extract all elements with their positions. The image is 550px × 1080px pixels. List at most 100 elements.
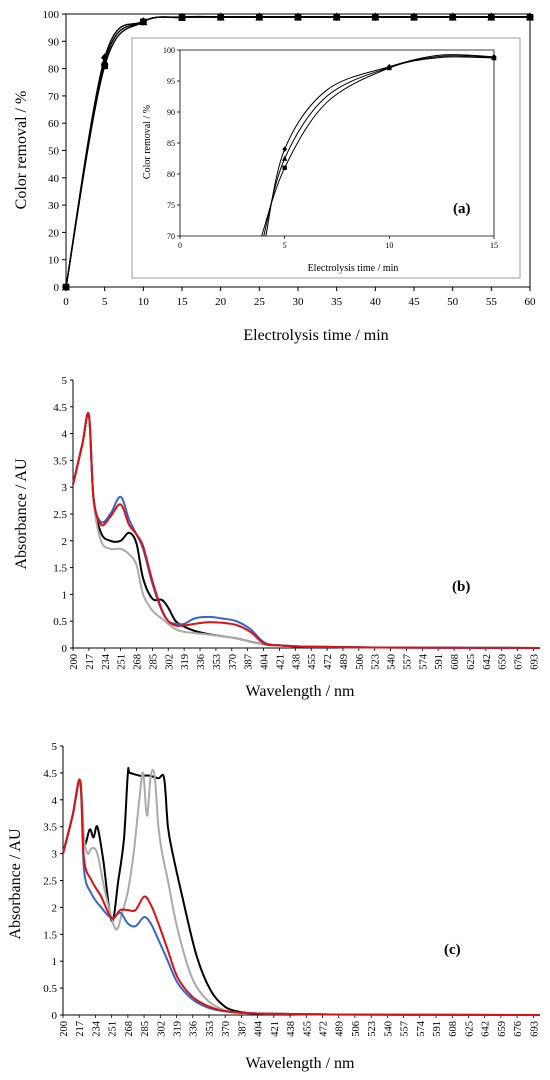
inset-y-tick-label: 85 [167, 139, 175, 148]
panel-b-x-tick-label: 693 [529, 654, 540, 670]
panel-a-chart: 0 5 10 15 20 25 30 35 40 45 50 55 60 010203040506070… [13, 9, 536, 344]
panel-a-x-tick-label: 35 [331, 296, 343, 308]
panel-a-point-square [449, 13, 456, 21]
panel-b-y-tick-label: 2.5 [53, 509, 67, 521]
panel-a-y-tick-label: 0 [54, 282, 60, 294]
panel-c-series [62, 767, 541, 1016]
panel-c-y-tick-label: 3 [52, 849, 58, 861]
panel-c-x-tick-label: 353 [205, 1021, 216, 1037]
panel-a-point-square [256, 13, 263, 21]
inset-y-axis-title: Color removal / % [142, 105, 153, 179]
panel-b-label: (b) [452, 579, 470, 595]
panel-a-point-square [217, 13, 224, 21]
panel-b-series-line-1 [72, 412, 541, 649]
inset-x-tick-label: 5 [283, 241, 287, 250]
panel-c-x-tick-label: 676 [513, 1021, 524, 1037]
panel-a-inset: 0 5 10 15 70 75 80 85 90 95 100 Electrolysis time… [131, 37, 521, 279]
panel-b-x-tick-label: 625 [466, 654, 477, 670]
panel-b-x-tick-label: 642 [482, 654, 493, 670]
panel-c-x-tick-label: 472 [318, 1021, 329, 1037]
panel-b-series-line-3 [72, 412, 541, 649]
panel-c-x-tick-label: 455 [302, 1021, 313, 1037]
inset-y-tick-label: 80 [167, 170, 175, 179]
panel-c-x-tick-label: 404 [254, 1020, 265, 1037]
panel-b-x-tick-labels: 200 217 234 251 268 285 302 319 336 353 370 387 404 4… [69, 653, 540, 670]
panel-b-x-tick-label: 404 [260, 653, 271, 670]
panel-b-x-tick-label: 251 [117, 654, 128, 670]
panel-a-x-tick-labels: 0 5 10 15 20 25 30 35 40 45 50 55 60 [63, 296, 536, 308]
panel-c-series-line-3 [62, 778, 541, 1016]
panel-a-y-tick-label: 80 [48, 64, 60, 76]
inset-y-tick-labels: 70 75 80 85 90 95 100 [163, 46, 175, 241]
panel-a-y-tick-label: 20 [48, 227, 60, 239]
panel-b-x-tick-label: 557 [402, 654, 413, 670]
panel-c-x-tick-labels: 200 217 234 251 268 285 302 319 336 353 370 387 404 4… [59, 1020, 540, 1037]
panel-b-x-tick-label: 455 [307, 654, 318, 670]
panel-c-x-tick-label: 285 [140, 1021, 151, 1037]
panel-a-point-square [526, 13, 534, 21]
panel-b-y-tick-label: 0.5 [53, 616, 67, 628]
panel-c-x-tick-label: 557 [400, 1021, 411, 1037]
panel-c-series-line-1 [62, 767, 541, 1016]
panel-b-y-tick-labels: 0 0.5 1 1.5 2 2.5 3 3.5 4 4.5 5 [53, 375, 67, 655]
panel-c-x-tick-label: 506 [351, 1021, 362, 1037]
panel-c-x-tick-label: 693 [529, 1021, 540, 1037]
inset-y-tick-label: 70 [167, 232, 175, 241]
inset-x-axis-title: Electrolysis time / min [308, 263, 399, 274]
panel-c-x-tick-label: 438 [286, 1021, 297, 1037]
panel-c-x-tick-label: 319 [173, 1021, 184, 1037]
panel-b-x-tick-label: 319 [180, 654, 191, 670]
panel-c-y-tick-label: 2 [52, 902, 58, 914]
panel-c-x-axis-title: Wavelength / nm [246, 1055, 355, 1072]
inset-axes [177, 49, 495, 239]
panel-c-y-tick-label: 4.5 [43, 768, 57, 780]
panel-a-x-tick-label: 45 [409, 296, 421, 308]
panel-c-series-line-4 [62, 778, 541, 1016]
panel-c-y-tick-label: 3.5 [43, 822, 57, 834]
panel-a-label: (a) [453, 201, 471, 217]
panel-b-x-tick-label: 608 [450, 654, 461, 670]
panel-b-x-tick-label: 574 [418, 653, 429, 670]
panel-b-x-tick-label: 268 [133, 654, 144, 670]
panel-b-x-tick-label: 370 [228, 654, 239, 670]
inset-x-tick-label: 0 [178, 241, 182, 250]
panel-b-x-tick-label: 421 [275, 654, 286, 670]
panel-b-x-tick-label: 200 [69, 654, 80, 670]
panel-b-y-tick-label: 3.5 [53, 455, 67, 467]
panel-b-series [72, 411, 541, 649]
panel-c-label: (c) [444, 942, 461, 958]
panel-a-y-tick-label: 10 [48, 255, 60, 267]
panel-b-x-tick-label: 438 [291, 654, 302, 670]
panel-a-y-axis-title: Color removal / % [13, 91, 30, 210]
panel-b-series-line-2 [72, 411, 541, 649]
panel-a-x-tick-label: 30 [293, 296, 305, 308]
panel-a-y-tick-labels: 0 10 20 30 40 50 60 70 80 90 100 [43, 9, 60, 294]
inset-series [261, 53, 497, 237]
panel-c-y-tick-label: 0 [52, 1010, 58, 1022]
inset-point-square [282, 165, 287, 170]
panel-a-y-tick-label: 70 [48, 91, 60, 103]
inset-y-tick-label: 95 [167, 77, 175, 86]
panel-b-y-tick-label: 5 [62, 375, 68, 387]
panel-b-y-tick-label: 4 [62, 429, 68, 441]
inset-y-tick-label: 100 [163, 46, 175, 55]
panel-b-x-tick-label: 234 [101, 653, 112, 670]
panel-b-x-tick-label: 217 [85, 654, 96, 670]
panel-c-y-tick-labels: 0 0.5 1 1.5 2 2.5 3 3.5 4 4.5 5 [43, 741, 57, 1022]
panel-b-chart: 200 217 234 251 268 285 302 319 336 353 370 387 404 4… [13, 375, 540, 700]
panel-c-x-tick-label: 302 [156, 1021, 167, 1037]
panel-b-y-axis-title: Absorbance / AU [13, 458, 30, 570]
panel-b-y-tick-label: 0 [62, 643, 68, 655]
panel-c-y-tick-label: 1.5 [43, 929, 57, 941]
panel-b-axes [70, 379, 540, 651]
panel-c-x-tick-label: 642 [481, 1021, 492, 1037]
inset-x-tick-labels: 0 5 10 15 [178, 241, 498, 250]
panel-c-x-tick-label: 659 [497, 1021, 508, 1037]
inset-y-tick-label: 90 [167, 108, 175, 117]
panel-a-x-tick-label: 50 [447, 296, 459, 308]
panel-b-x-tick-label: 353 [212, 654, 223, 670]
inset-point-diamond [282, 146, 288, 153]
panel-a-x-tick-label: 60 [525, 296, 537, 308]
panel-b-y-tick-label: 1 [62, 589, 68, 601]
